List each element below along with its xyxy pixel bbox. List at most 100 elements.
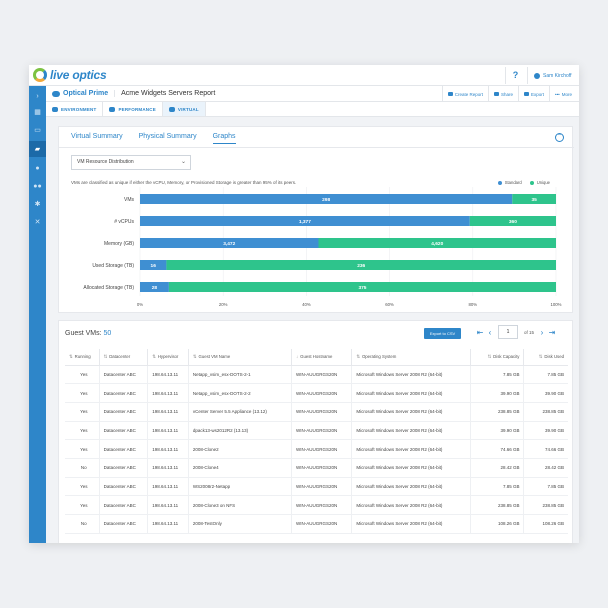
table-cell: Microsoft Windows Server 2008 R2 (64-bit… bbox=[351, 402, 471, 422]
table-cell: 198.64.13.11 bbox=[147, 383, 189, 403]
tab-physical-summary[interactable]: Physical Summary bbox=[138, 133, 197, 140]
table-cell: vCenter Server 5.5 Appliance (13.12) bbox=[187, 402, 292, 422]
table-cell: 7.85 GB bbox=[523, 477, 568, 497]
prev-page-icon[interactable]: ‹ bbox=[488, 327, 492, 337]
bar-value-label: 4,620 bbox=[431, 241, 443, 247]
sidebar: › ▦ ▭ ▰ ● ●● ✱ ✕ bbox=[29, 86, 46, 543]
column-header[interactable]: ⇅ Datacenter bbox=[98, 349, 148, 366]
table-cell: WIN-AUUGRGS20N bbox=[290, 402, 352, 422]
table-cell: WIN-AUUGRGS20N bbox=[290, 383, 352, 403]
user-menu[interactable]: Sam Kirchoff bbox=[527, 67, 572, 84]
table-cell: 198.64.13.11 bbox=[147, 477, 189, 497]
table-cell: 7.85 GB bbox=[470, 365, 524, 385]
table-row[interactable]: Yes Datacenter ABC 198.64.13.11 vCenter Ser… bbox=[65, 402, 568, 422]
tab-graphs[interactable]: Graphs bbox=[212, 133, 236, 144]
sort-icon: ⇅ bbox=[538, 353, 543, 359]
column-header[interactable]: ⇅ Hypervisor bbox=[147, 349, 189, 366]
report-name: Acme Widgets Servers Report bbox=[114, 90, 215, 97]
create-report-button[interactable]: Create Report bbox=[441, 86, 488, 102]
table-cell: Datacenter ABC bbox=[98, 421, 148, 441]
last-page-icon[interactable]: ⇥ bbox=[548, 327, 556, 337]
table-cell: 39.90 GB bbox=[470, 383, 524, 403]
next-page-icon[interactable]: › bbox=[540, 327, 544, 337]
table-cell: Datacenter ABC bbox=[98, 383, 148, 403]
tab-performance[interactable]: PERFORMANCE bbox=[103, 102, 163, 116]
column-header-label: Hypervisor bbox=[157, 353, 179, 359]
table-cell: 28.42 GB bbox=[470, 458, 524, 478]
user-icon bbox=[534, 72, 540, 79]
table-cell: WIN-AUUGRGS20N bbox=[290, 495, 352, 515]
column-header[interactable]: ↓ Guest Hostname bbox=[290, 349, 352, 366]
column-header[interactable]: ⇅ Guest VM Name bbox=[187, 349, 292, 366]
table-cell: 74.66 GB bbox=[470, 439, 524, 459]
table-cell: 198.64.13.11 bbox=[147, 514, 189, 534]
table-row[interactable]: Yes Datacenter ABC 198.64.13.11 Netapp_vsim… bbox=[65, 365, 568, 385]
chart-type-select[interactable]: VM Resource Distribution ⌄ bbox=[71, 155, 191, 170]
more-button[interactable]: ••• More bbox=[549, 86, 577, 102]
column-header[interactable]: ⇅ Disk Used bbox=[523, 349, 568, 366]
table-cell: 7.85 GB bbox=[470, 477, 524, 497]
table-row[interactable]: Yes Datacenter ABC 198.64.13.11 WS2008r2-Ne… bbox=[65, 477, 568, 497]
projects-icon[interactable]: ▭ bbox=[34, 127, 41, 134]
table-row[interactable]: Yes Datacenter ABC 198.64.13.11 dpack13-ws2… bbox=[65, 421, 568, 441]
tab-virtual[interactable]: VIRTUAL bbox=[162, 102, 206, 116]
dashboard-icon[interactable]: ▦ bbox=[34, 109, 41, 116]
table-row[interactable]: Yes Datacenter ABC 198.64.13.11 2008-Clone2… bbox=[65, 439, 568, 459]
table-cell: Yes bbox=[65, 402, 100, 422]
legend-standard: Standard bbox=[497, 180, 522, 185]
first-page-icon[interactable]: ⇤ bbox=[476, 327, 484, 337]
table-row[interactable]: No Datacenter ABC 198.64.13.11 2008-TestOnl… bbox=[65, 514, 568, 534]
table-row[interactable]: No Datacenter ABC 198.64.13.11 2008-Clone4 W… bbox=[65, 458, 568, 478]
table-cell: 198.64.13.11 bbox=[147, 458, 189, 478]
share-button[interactable]: Share bbox=[487, 86, 518, 102]
settings-icon[interactable]: ✱ bbox=[34, 201, 41, 208]
page-input[interactable]: 1 bbox=[498, 325, 518, 339]
category-label: # vCPUs bbox=[114, 219, 134, 225]
table-cell: Microsoft Windows Server 2008 R2 (64-bit… bbox=[351, 421, 471, 441]
export-button[interactable]: Export bbox=[517, 86, 549, 102]
table-cell: 198.64.13.11 bbox=[147, 421, 189, 441]
main-content: Virtual Summary Physical Summary Graphs … bbox=[46, 117, 579, 543]
export-icon bbox=[523, 92, 529, 96]
bar-value-label: 375 bbox=[358, 285, 366, 291]
column-header[interactable]: ⇅ Operating System bbox=[351, 349, 471, 366]
bar-value-label: 360 bbox=[509, 219, 517, 225]
tab-virtual-summary[interactable]: Virtual Summary bbox=[71, 133, 123, 140]
user-name: Sam Kirchoff bbox=[543, 72, 572, 79]
bar-value-label: 298 bbox=[322, 197, 330, 203]
table-cell: WIN-AUUGRGS20N bbox=[290, 477, 352, 497]
collapse-icon[interactable]: ⌃ bbox=[555, 133, 564, 142]
table-cell: 198.64.13.11 bbox=[147, 365, 189, 385]
sidebar-expand-icon[interactable]: › bbox=[36, 92, 39, 100]
team-icon[interactable]: ●● bbox=[33, 182, 42, 190]
tools-icon[interactable]: ✕ bbox=[34, 219, 41, 226]
column-header[interactable]: ⇅ Running bbox=[65, 349, 100, 366]
folder-icon[interactable]: ▰ bbox=[29, 141, 46, 157]
project-name[interactable]: Optical Prime bbox=[63, 90, 109, 97]
table-cell: Microsoft Windows Server 2008 R2 (64-bit… bbox=[351, 514, 471, 534]
column-header-label: Disk Capacity bbox=[493, 353, 520, 359]
bar-unique bbox=[318, 238, 556, 248]
export-csv-button[interactable]: Export to CSV bbox=[424, 328, 461, 339]
resource-chart: 0% 20% 40% 60% 80% 100% VMs 298 35 # vCPUs 1,377 36… bbox=[83, 187, 562, 307]
table-cell: WIN-AUUGRGS20N bbox=[290, 458, 352, 478]
user-icon[interactable]: ● bbox=[35, 164, 40, 172]
project-header: Optical Prime Acme Widgets Servers Repor… bbox=[46, 86, 579, 102]
logo-text: live optics bbox=[50, 68, 107, 82]
chart-legend: Standard Unique bbox=[490, 180, 550, 185]
bar-value-label: 1,377 bbox=[299, 219, 311, 225]
sort-icon: ⇅ bbox=[356, 353, 360, 359]
table-row[interactable]: Yes Datacenter ABC 198.64.13.11 Netapp_vsim… bbox=[65, 383, 568, 403]
column-header[interactable]: ⇅ Disk Capacity bbox=[470, 349, 524, 366]
tab-environment[interactable]: ENVIRONMENT bbox=[46, 102, 104, 116]
x-tick-label: 0% bbox=[137, 302, 143, 307]
logo[interactable]: live optics bbox=[33, 68, 107, 82]
x-tick-label: 60% bbox=[385, 302, 394, 307]
sort-icon: ⇅ bbox=[152, 353, 156, 359]
help-button[interactable]: ? bbox=[505, 67, 525, 84]
table-cell: Datacenter ABC bbox=[98, 495, 148, 515]
table-cell: Yes bbox=[65, 421, 100, 441]
table-row[interactable]: Yes Datacenter ABC 198.64.13.11 2008-Clone3… bbox=[65, 495, 568, 515]
column-header-label: Guest Hostname bbox=[300, 354, 333, 360]
table-cell: Microsoft Windows Server 2008 R2 (64-bit… bbox=[351, 383, 471, 403]
